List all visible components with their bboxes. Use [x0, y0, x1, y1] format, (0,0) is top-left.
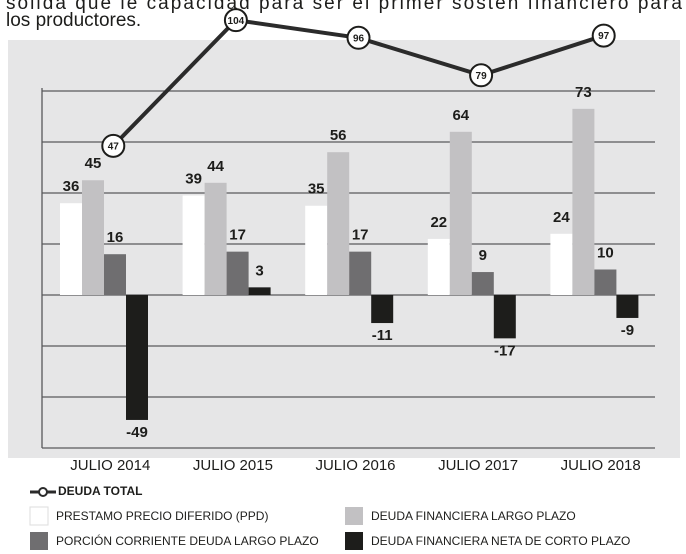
value-label: -49 [126, 424, 148, 441]
line-marker [346, 25, 371, 50]
marker-label: 97 [598, 31, 610, 42]
value-label: 9 [479, 247, 487, 264]
bar [371, 295, 394, 324]
bar [449, 131, 472, 295]
legend-swatch [30, 532, 48, 550]
bar [248, 287, 271, 295]
value-label: 3 [255, 262, 263, 279]
bar [471, 272, 494, 295]
legend-label: PRESTAMO PRECIO DIFERIDO (PPD) [56, 509, 268, 523]
value-label: -9 [621, 322, 634, 339]
legend-label: DEUDA FINANCIERA LARGO PLAZO [371, 509, 576, 523]
bar [204, 182, 227, 295]
line-marker [223, 8, 248, 33]
value-label: 39 [185, 171, 202, 188]
value-label: 56 [330, 127, 347, 144]
value-label: -17 [494, 342, 516, 359]
bar [126, 295, 148, 420]
marker-label: 96 [353, 33, 365, 44]
legend-swatch [29, 506, 49, 526]
value-label: 36 [63, 178, 80, 195]
bar [305, 205, 328, 295]
value-label: 17 [229, 227, 246, 244]
x-tick-label: JULIO 2017 [438, 457, 518, 474]
bar [349, 251, 372, 295]
bar [616, 295, 639, 318]
value-label: 45 [85, 155, 102, 172]
paragraph-line: sólida que le capacidad para ser el prim… [6, 0, 682, 14]
value-label: 16 [107, 229, 124, 246]
marker-label: 47 [108, 142, 120, 153]
value-label: 10 [597, 244, 614, 261]
paragraph-line: los productores. [6, 10, 141, 31]
marker-label: 104 [228, 16, 245, 27]
bar [427, 238, 450, 295]
value-label: 22 [430, 214, 447, 231]
bar [572, 108, 595, 295]
legend-swatch [345, 507, 363, 525]
value-label: 24 [553, 209, 570, 226]
marker-label: 79 [476, 71, 488, 82]
legend-line-icon [38, 487, 48, 497]
bar [594, 269, 617, 295]
value-label: 73 [575, 84, 592, 101]
bar [327, 152, 350, 295]
legend-label: DEUDA FINANCIERA NETA DE CORTO PLAZO [371, 534, 630, 548]
x-tick-label: JULIO 2018 [561, 457, 641, 474]
bar [104, 254, 126, 295]
value-label: 64 [452, 107, 469, 124]
x-tick-label: JULIO 2014 [70, 457, 150, 474]
bar [60, 203, 82, 295]
x-tick-label: JULIO 2016 [315, 457, 395, 474]
value-label: 35 [308, 181, 325, 198]
line-marker [591, 23, 616, 48]
line-marker [101, 133, 126, 158]
bar [493, 295, 516, 339]
x-tick-label: JULIO 2015 [193, 457, 273, 474]
bar [550, 233, 573, 295]
value-label: -11 [372, 327, 393, 344]
bar [226, 251, 249, 295]
bar [182, 195, 205, 295]
bar [82, 180, 104, 295]
legend-swatch [345, 532, 363, 550]
value-label: 44 [207, 158, 224, 175]
legend-label: PORCIÓN CORRIENTE DEUDA LARGO PLAZO [56, 533, 319, 548]
legend-line-label: DEUDA TOTAL [58, 484, 142, 498]
line-marker [469, 63, 494, 88]
value-label: 17 [352, 227, 369, 244]
